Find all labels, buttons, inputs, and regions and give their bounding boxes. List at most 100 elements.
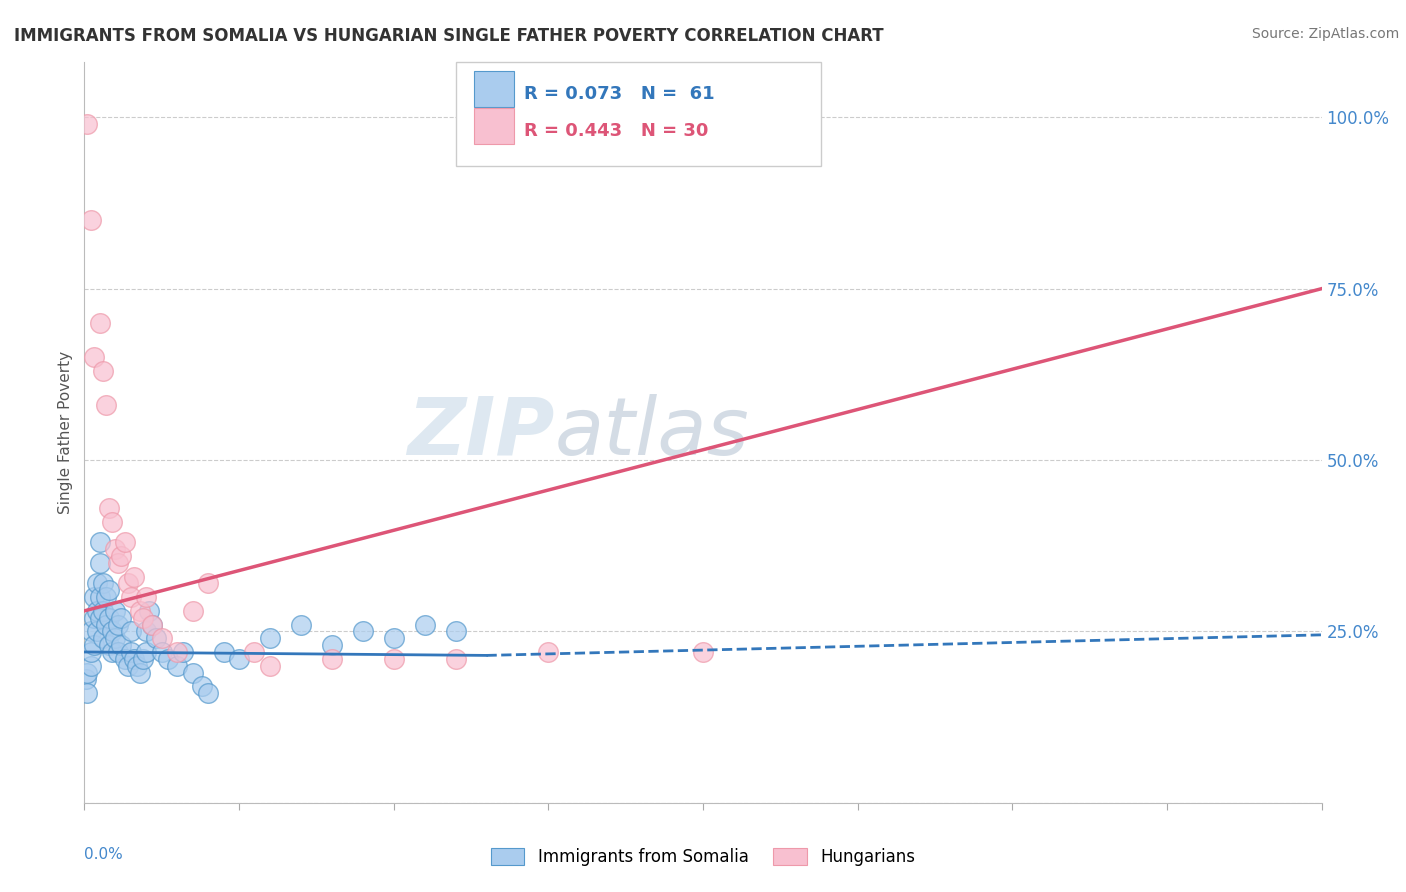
Point xyxy=(382,632,405,646)
Point xyxy=(172,645,194,659)
Point xyxy=(122,569,145,583)
Point xyxy=(98,638,121,652)
Point xyxy=(117,576,139,591)
Point xyxy=(91,576,114,591)
Text: IMMIGRANTS FROM SOMALIA VS HUNGARIAN SINGLE FATHER POVERTY CORRELATION CHART: IMMIGRANTS FROM SOMALIA VS HUNGARIAN SIN… xyxy=(14,27,884,45)
Point xyxy=(79,645,101,659)
Point xyxy=(132,610,155,624)
Point xyxy=(89,316,111,330)
Point xyxy=(150,645,173,659)
Point xyxy=(91,604,114,618)
Point xyxy=(76,117,98,131)
Point xyxy=(181,604,204,618)
Point xyxy=(181,665,204,680)
Point xyxy=(94,398,117,412)
Point xyxy=(107,556,129,570)
Point xyxy=(89,535,111,549)
Point xyxy=(79,624,101,639)
Point xyxy=(537,645,560,659)
Point xyxy=(290,617,312,632)
Point xyxy=(98,501,121,516)
Point xyxy=(135,645,157,659)
Point xyxy=(76,686,98,700)
Point xyxy=(156,652,179,666)
Point xyxy=(76,665,98,680)
FancyBboxPatch shape xyxy=(474,71,513,107)
Legend: Immigrants from Somalia, Hungarians: Immigrants from Somalia, Hungarians xyxy=(484,842,922,873)
Point xyxy=(101,645,124,659)
Point xyxy=(104,542,127,557)
Text: Source: ZipAtlas.com: Source: ZipAtlas.com xyxy=(1251,27,1399,41)
Point xyxy=(191,679,214,693)
Point xyxy=(110,549,132,563)
Point xyxy=(125,658,148,673)
Point xyxy=(79,213,101,227)
Point xyxy=(135,624,157,639)
Point xyxy=(86,576,108,591)
Point xyxy=(104,604,127,618)
Point xyxy=(166,645,188,659)
Point xyxy=(75,673,97,687)
Point xyxy=(122,652,145,666)
Point xyxy=(228,652,250,666)
Point xyxy=(150,632,173,646)
Point xyxy=(89,590,111,604)
Point xyxy=(86,604,108,618)
Point xyxy=(107,645,129,659)
Point xyxy=(83,590,105,604)
Point xyxy=(101,624,124,639)
Point xyxy=(212,645,235,659)
Point xyxy=(94,590,117,604)
FancyBboxPatch shape xyxy=(456,62,821,166)
Point xyxy=(120,624,142,639)
Point xyxy=(89,556,111,570)
Point xyxy=(135,590,157,604)
Point xyxy=(83,638,105,652)
Text: atlas: atlas xyxy=(554,393,749,472)
Point xyxy=(83,350,105,364)
Point xyxy=(243,645,266,659)
FancyBboxPatch shape xyxy=(474,108,513,144)
Point xyxy=(89,610,111,624)
Point xyxy=(117,658,139,673)
Point xyxy=(110,638,132,652)
Text: R = 0.073   N =  61: R = 0.073 N = 61 xyxy=(523,86,714,103)
Point xyxy=(129,665,152,680)
Point xyxy=(382,652,405,666)
Point xyxy=(107,617,129,632)
Point xyxy=(352,624,374,639)
Point xyxy=(444,624,467,639)
Y-axis label: Single Father Poverty: Single Father Poverty xyxy=(58,351,73,514)
Point xyxy=(166,658,188,673)
Point xyxy=(110,610,132,624)
Point xyxy=(120,645,142,659)
Point xyxy=(132,652,155,666)
Point xyxy=(101,515,124,529)
Point xyxy=(91,632,114,646)
Point xyxy=(94,617,117,632)
Point xyxy=(104,632,127,646)
Point xyxy=(83,610,105,624)
Point xyxy=(114,652,136,666)
Point xyxy=(141,617,163,632)
Point xyxy=(413,617,436,632)
Point xyxy=(138,604,160,618)
Point xyxy=(259,658,281,673)
Point xyxy=(98,583,121,598)
Point xyxy=(120,590,142,604)
Point xyxy=(129,604,152,618)
Point xyxy=(197,686,219,700)
Point xyxy=(321,638,343,652)
Point xyxy=(321,652,343,666)
Point xyxy=(79,658,101,673)
Text: R = 0.443   N = 30: R = 0.443 N = 30 xyxy=(523,122,709,140)
Point xyxy=(98,610,121,624)
Point xyxy=(259,632,281,646)
Point xyxy=(692,645,714,659)
Point xyxy=(114,535,136,549)
Point xyxy=(91,364,114,378)
Point xyxy=(141,617,163,632)
Point xyxy=(197,576,219,591)
Text: ZIP: ZIP xyxy=(408,393,554,472)
Point xyxy=(86,624,108,639)
